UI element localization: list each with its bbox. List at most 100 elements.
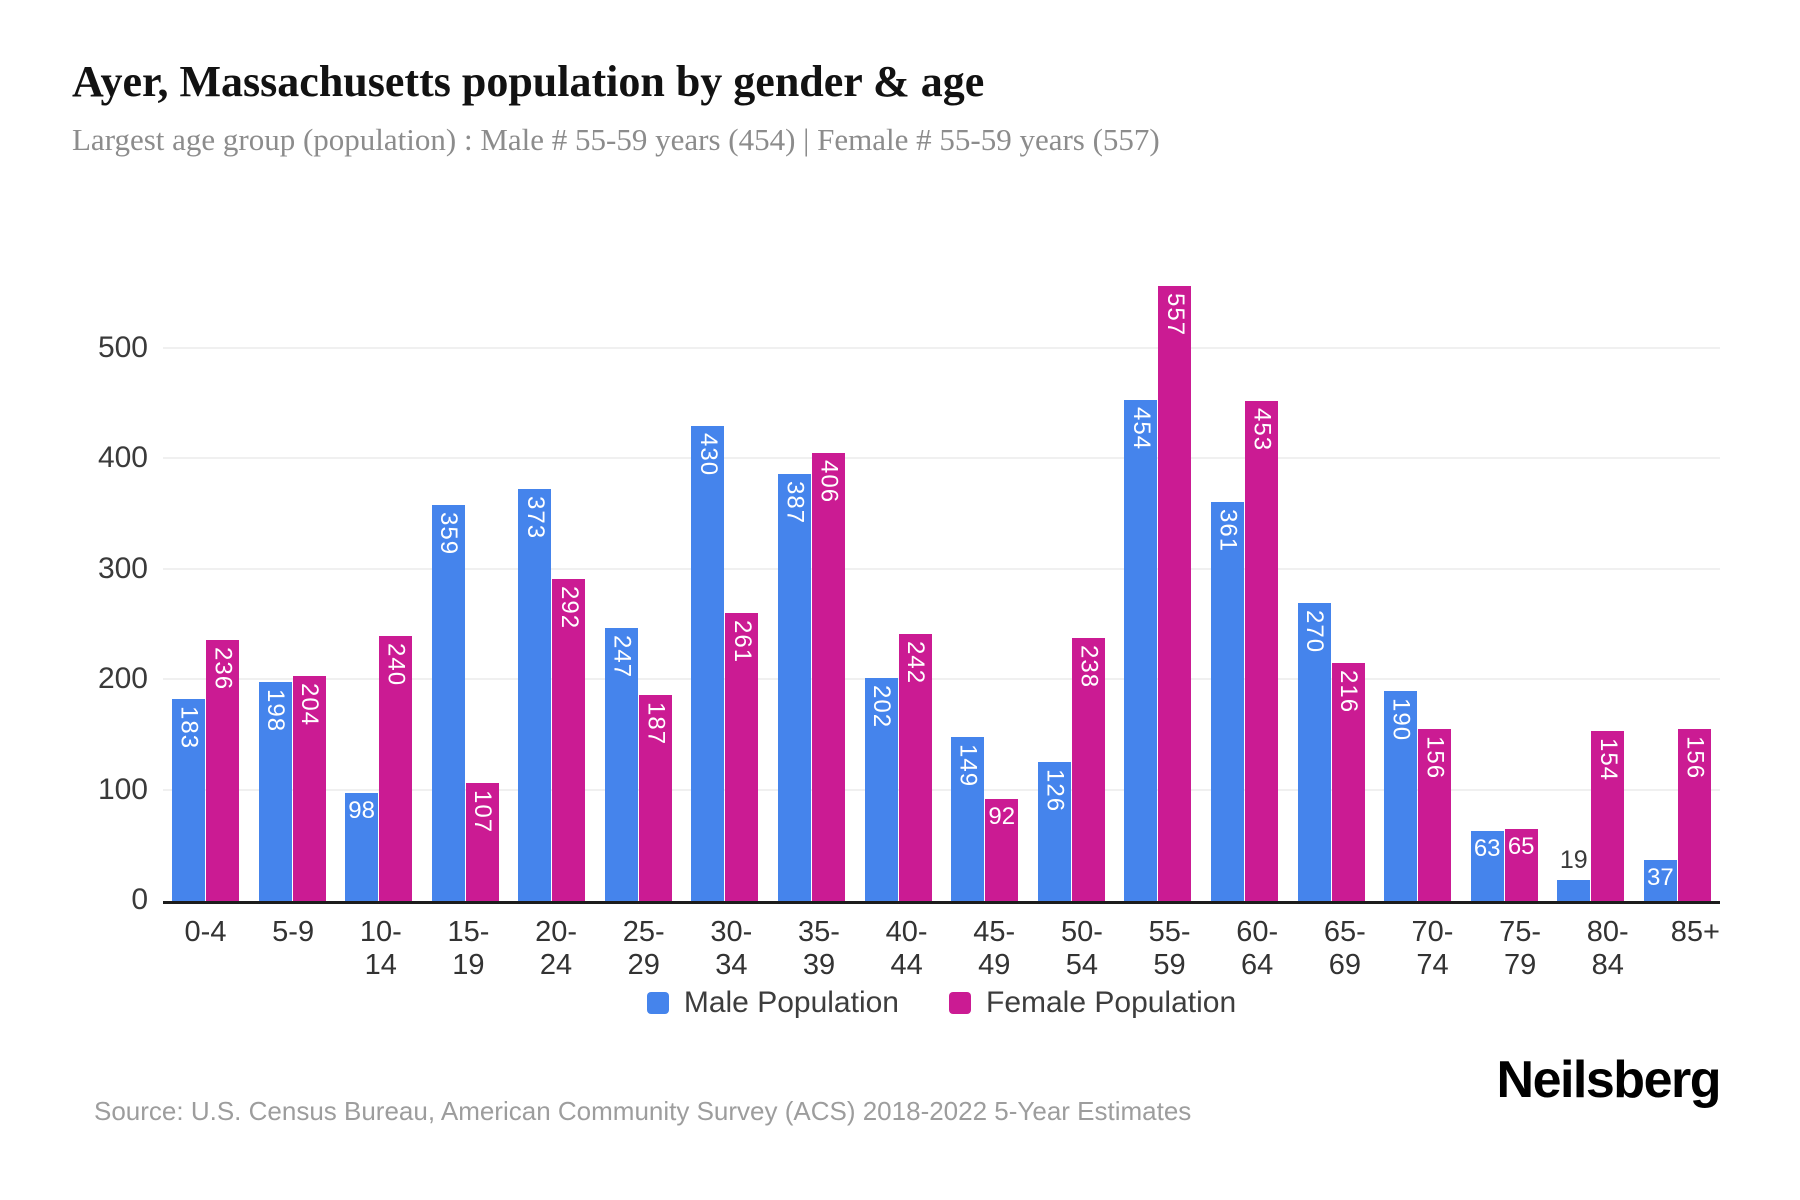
x-axis-label: 80-84 <box>1586 916 1629 981</box>
bar-female-25-29[interactable]: 187 <box>638 695 672 901</box>
bar-female-30-34[interactable]: 261 <box>725 613 759 901</box>
gridline <box>163 568 1720 570</box>
bar-male-15-19[interactable]: 359 <box>431 505 465 901</box>
bar-female-40-44[interactable]: 242 <box>898 634 932 901</box>
bar-group: 19 154 <box>1557 731 1625 901</box>
x-axis-label: 70-74 <box>1411 916 1454 981</box>
bar-male-70-74[interactable]: 190 <box>1384 691 1418 901</box>
bar-value-label: 183 <box>175 706 203 750</box>
bar-male-80-84[interactable]: 19 <box>1557 846 1591 901</box>
x-axis-label: 5-9 <box>272 916 315 948</box>
bar-male-10-14[interactable]: 98 <box>345 793 379 901</box>
y-axis-label: 200 <box>97 662 148 695</box>
bar-value-label: 361 <box>1214 509 1242 553</box>
legend-swatch <box>646 992 669 1014</box>
x-axis-label: 65-69 <box>1323 916 1366 981</box>
bar-female-65-69[interactable]: 216 <box>1331 663 1365 901</box>
bar-male-50-54[interactable]: 126 <box>1037 762 1071 901</box>
bar-value-label: 261 <box>728 620 756 664</box>
gridline <box>163 678 1720 680</box>
bar-group: 190 156 <box>1384 691 1452 901</box>
bar-male-55-59[interactable]: 454 <box>1124 400 1158 901</box>
bar-female-85+[interactable]: 156 <box>1677 729 1711 901</box>
bar-female-55-59[interactable]: 557 <box>1158 286 1192 901</box>
bar-value-label: 557 <box>1161 293 1189 337</box>
bar-group: 247 187 <box>604 628 672 901</box>
x-axis-label: 55-59 <box>1148 916 1191 981</box>
bar-group: 430 261 <box>691 426 759 901</box>
bar-male-60-64[interactable]: 361 <box>1210 502 1244 901</box>
bar-value-label: 187 <box>642 702 670 746</box>
bar-value-label: 238 <box>1075 645 1103 689</box>
bar-value-label: 247 <box>608 635 636 679</box>
bar-value-label: 198 <box>262 689 290 733</box>
bar-group: 387 406 <box>778 453 846 901</box>
bar-female-35-39[interactable]: 406 <box>812 453 846 901</box>
bar-male-25-29[interactable]: 247 <box>604 628 638 901</box>
legend-item-male-population[interactable]: Male Population <box>646 986 899 1020</box>
bar-value-label: 236 <box>209 647 237 691</box>
bar-male-45-49[interactable]: 149 <box>951 737 985 901</box>
legend-item-female-population[interactable]: Female Population <box>949 986 1236 1020</box>
bar-female-10-14[interactable]: 240 <box>379 636 413 901</box>
bar-group: 359 107 <box>431 505 499 901</box>
x-axis-label: 20-24 <box>535 916 578 981</box>
bar-group: 454 557 <box>1124 286 1192 901</box>
brand-logo: Neilsberg <box>1496 1051 1722 1109</box>
chart-title: Ayer, Massachusetts population by gender… <box>72 57 985 106</box>
legend: Male Population Female Population <box>163 986 1720 1020</box>
bar-female-60-64[interactable]: 453 <box>1244 401 1278 901</box>
y-axis-label: 400 <box>97 441 148 474</box>
bar-value-label: 126 <box>1041 769 1069 813</box>
x-axis-label: 30-34 <box>710 916 753 981</box>
bar-male-5-9[interactable]: 198 <box>258 682 292 901</box>
bar-male-0-4[interactable]: 183 <box>172 699 205 901</box>
bar-male-20-24[interactable]: 373 <box>518 489 552 901</box>
bar-group: 63 65 <box>1470 829 1538 901</box>
bar-male-85+[interactable]: 37 <box>1643 860 1677 901</box>
bar-female-5-9[interactable]: 204 <box>292 676 326 901</box>
bar-female-0-4[interactable]: 236 <box>206 640 239 901</box>
bar-female-80-84[interactable]: 154 <box>1591 731 1625 901</box>
x-axis-label: 45-49 <box>973 916 1016 981</box>
bar-value-label: 98 <box>348 797 375 824</box>
bar-value-label: 453 <box>1248 408 1276 452</box>
y-axis-label: 100 <box>97 773 148 806</box>
x-axis-label: 35-39 <box>798 916 840 981</box>
bar-female-70-74[interactable]: 156 <box>1418 729 1452 901</box>
bar-value-label: 190 <box>1387 698 1415 742</box>
bar-female-20-24[interactable]: 292 <box>552 579 586 901</box>
bar-value-label: 156 <box>1421 736 1449 780</box>
bar-male-40-44[interactable]: 202 <box>864 678 898 901</box>
bar-group: 98 240 <box>345 636 413 901</box>
bar-value-label: 149 <box>954 744 982 788</box>
x-axis-label: 60-64 <box>1236 916 1279 981</box>
bar-value-label: 156 <box>1681 736 1709 780</box>
bar-value-label: 454 <box>1127 407 1155 451</box>
bar-female-75-79[interactable]: 65 <box>1504 829 1538 901</box>
bar-group: 373 292 <box>518 489 586 901</box>
x-axis-label: 25-29 <box>622 916 665 981</box>
legend-label: Female Population <box>986 986 1237 1019</box>
bar-male-30-34[interactable]: 430 <box>691 426 725 901</box>
bar-female-45-49[interactable]: 92 <box>985 799 1019 901</box>
bar-value-label: 406 <box>815 460 843 504</box>
y-axis-label: 300 <box>97 552 148 585</box>
bar-value-label: 270 <box>1301 610 1329 654</box>
bar-value-label: 154 <box>1594 738 1622 782</box>
bar-value-label: 19 <box>1559 846 1588 874</box>
bar-male-75-79[interactable]: 63 <box>1470 831 1504 901</box>
bar-male-65-69[interactable]: 270 <box>1297 603 1331 901</box>
bar-value-label: 92 <box>988 803 1016 830</box>
bar-male-35-39[interactable]: 387 <box>778 474 812 901</box>
bar-value-label: 65 <box>1507 833 1535 860</box>
bar-value-label: 37 <box>1646 864 1674 891</box>
chart-subtitle: Largest age group (population) : Male # … <box>72 122 1160 157</box>
x-axis-label: 75-79 <box>1499 916 1542 981</box>
bar-value-label: 430 <box>694 433 722 477</box>
bars-container: 183 236 198 204 98 240 359 107 373 292 247 187 430 26… <box>163 241 1720 901</box>
bar-female-15-19[interactable]: 107 <box>465 783 499 901</box>
x-axis-label: 10-14 <box>359 916 402 981</box>
bar-female-50-54[interactable]: 238 <box>1071 638 1105 901</box>
